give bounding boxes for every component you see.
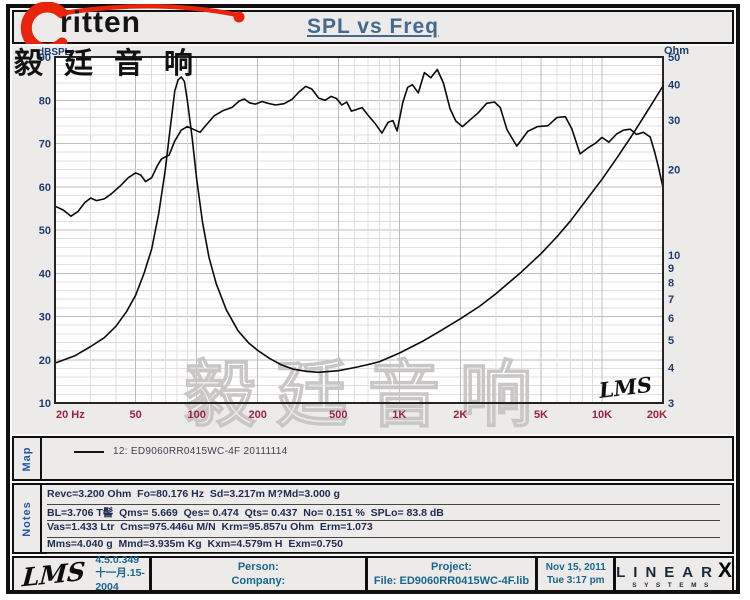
vendor-logo-cell: LINEAR X SYSTEMS [616,558,732,590]
right-axis-tick-label: 7 [668,294,674,306]
status-bar: LMS 4.5.0.349 十一月.15-2004 Person: Compan… [12,554,734,593]
chart-canvas: 毅廷音响 LMSdBSPL908070605040302010Ohm5040302… [38,46,689,434]
header-panel: SPL vs Freq [12,10,734,44]
person-label: Person: [237,560,279,573]
status-time: Tue 3:17 pm [546,575,605,586]
project-label: Project: [431,560,472,573]
legend-row: 12: ED9060RR0415WC-4F 20111114 [74,446,287,457]
plot-border [54,56,664,404]
left-axis-tick-label: 70 [39,139,51,151]
right-axis-tick-label: 4 [668,363,675,375]
notes-content: Revc=3.200 Ohm Fo=80.176 Hz Sd=3.217m M?… [47,488,720,554]
right-axis-title: Ohm [664,46,689,57]
linearx-systems-label: SYSTEMS [632,581,716,589]
x-axis-tick-label: 2K [453,409,467,421]
page-title: SPL vs Freq [307,15,439,38]
x-axis-tick-label: 10K [592,409,612,421]
left-axis-title: dBSPL [38,47,71,58]
right-axis-tick-label: 9 [668,263,674,275]
right-axis-tick-label: 3 [668,398,674,410]
app-build-date: 十一月.15-2004 [95,567,145,593]
x-axis-tick-label: 20 Hz [56,409,85,421]
notes-line-1: Revc=3.200 Ohm Fo=80.176 Hz Sd=3.217m M?… [47,488,720,505]
legend-curve-label: 12: ED9060RR0415WC-4F 20111114 [113,446,288,457]
map-tab[interactable]: Map [14,438,42,479]
right-axis-tick-label: 20 [668,165,680,177]
right-axis-tick-label: 50 [668,52,680,64]
x-axis-tick-label: 50 [130,409,142,421]
status-date: Nov 15, 2011 [545,562,606,573]
map-tab-label: Map [21,446,33,471]
notes-line-3: Vas=1.433 Ltr Cms=975.446u M/N Krm=95.85… [47,521,720,538]
lms-logo: LMS [21,556,87,592]
left-axis-tick-label: 80 [39,95,51,107]
spl-vs-freq-chart: 毅廷音响 LMS dBSPL 90 80 70 60 50 40 30 20 10 Ohm 50 40 30 2… [12,46,734,434]
right-axis-tick-label: 5 [668,335,674,347]
right-axis-tick-label: 8 [668,277,674,289]
status-person-cell: Person: Company: [152,558,368,590]
x-axis-tick-label: 1K [392,409,406,421]
left-axis-tick-label: 30 [39,312,51,324]
left-axis-tick-label: 40 [39,268,51,280]
outer-frame: SPL vs Freq 毅廷音响 LMS dBSPL 90 80 70 60 50 40 30 20… [6,4,740,594]
right-axis-tick-label: 10 [668,250,680,262]
file-label: File: ED9060RR0415WC-4F.lib [373,575,530,587]
map-panel: Map 12: ED9060RR0415WC-4F 20111114 [12,436,734,481]
status-version-cell: LMS 4.5.0.349 十一月.15-2004 [14,554,153,593]
left-axis-tick-label: 60 [39,182,51,194]
notes-tab[interactable]: Notes [14,485,42,552]
notes-line-2: BL=3.706 T髻 Qms= 5.669 Qes= 0.474 Qts= 0… [47,505,720,521]
right-axis-tick-label: 40 [668,79,680,91]
impedance-curve [54,76,664,374]
app-version: 4.5.0.349 [95,554,140,567]
x-axis-tick-label: 20K [647,409,667,421]
notes-tab-label: Notes [21,500,33,537]
status-project-cell: Project: File: ED9060RR0415WC-4F.lib [368,558,539,590]
linearx-logo: LINEAR X [616,558,732,582]
left-axis-tick-label: 10 [39,398,51,410]
notes-panel: Notes Revc=3.200 Ohm Fo=80.176 Hz Sd=3.2… [12,483,734,554]
company-label: Company: [231,575,286,587]
x-axis-tick-label: 5K [534,409,548,421]
right-axis-tick-label: 6 [668,313,674,325]
chart-watermark: 毅廷音响 [184,356,552,434]
x-axis-tick-label: 500 [329,409,347,421]
status-datetime-cell: Nov 15, 2011 Tue 3:17 pm [538,558,617,590]
notes-line-4: Mms=4.040 g Mmd=3.935m Kg Kxm=4.579m H E… [47,538,720,554]
spl-curve [54,68,664,217]
left-axis-tick-label: 90 [39,52,51,64]
x-axis-tick-label: 100 [187,409,205,421]
left-axis-tick-label: 20 [39,355,51,367]
x-axis-tick-label: 200 [248,409,266,421]
legend-line-sample [74,450,104,453]
left-axis-tick-label: 50 [39,225,51,237]
right-axis-tick-label: 30 [668,115,680,127]
